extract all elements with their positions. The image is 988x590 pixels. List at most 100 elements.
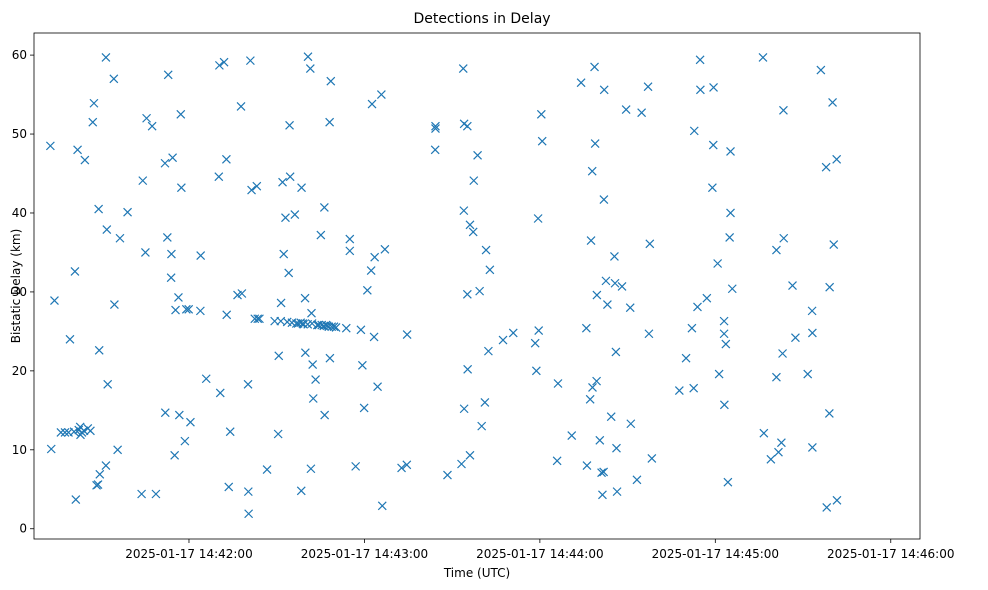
data-point xyxy=(707,183,717,193)
data-point xyxy=(431,121,440,131)
data-point xyxy=(791,333,800,343)
x-tick-label: 2025-01-17 14:42:00 xyxy=(125,547,252,561)
data-point xyxy=(284,268,294,278)
data-point xyxy=(252,181,262,191)
data-point xyxy=(176,183,186,193)
data-point xyxy=(94,204,104,214)
data-point xyxy=(351,461,361,471)
data-point xyxy=(772,372,781,382)
data-point xyxy=(592,290,602,300)
data-point xyxy=(832,154,842,164)
data-point xyxy=(222,310,232,320)
data-point xyxy=(508,328,518,338)
data-point xyxy=(402,460,412,470)
data-point xyxy=(101,461,111,471)
data-point xyxy=(243,379,253,389)
data-point xyxy=(829,240,839,249)
data-point xyxy=(331,323,341,332)
data-point xyxy=(297,183,306,193)
data-point xyxy=(431,124,440,133)
data-point xyxy=(303,52,313,62)
data-point xyxy=(214,172,224,182)
data-point xyxy=(380,244,390,254)
data-point xyxy=(65,334,75,344)
data-point xyxy=(113,445,123,455)
x-tick-label: 2025-01-17 14:45:00 xyxy=(652,547,779,561)
data-point xyxy=(822,502,832,512)
data-point xyxy=(726,208,735,218)
data-point xyxy=(644,329,654,339)
data-point xyxy=(160,158,170,168)
y-axis-label: Bistatic Delay (km) xyxy=(9,229,23,344)
data-point xyxy=(828,98,837,107)
y-tick-label: 0 xyxy=(19,522,27,536)
data-point xyxy=(459,206,469,216)
data-point xyxy=(695,85,705,95)
data-point xyxy=(599,195,609,204)
data-point xyxy=(71,495,81,504)
data-point xyxy=(109,74,119,84)
data-point xyxy=(702,293,712,303)
data-point xyxy=(402,330,412,339)
data-point xyxy=(50,296,59,306)
data-point xyxy=(788,281,797,291)
data-point xyxy=(534,326,544,336)
data-point xyxy=(458,64,468,73)
data-point xyxy=(174,410,184,420)
data-point xyxy=(576,78,586,88)
data-point xyxy=(397,463,406,473)
data-point xyxy=(610,251,619,261)
data-point xyxy=(142,113,152,123)
data-points xyxy=(45,52,842,519)
data-point xyxy=(296,486,306,496)
data-point xyxy=(807,443,817,452)
data-point xyxy=(612,487,622,497)
data-point xyxy=(758,53,768,62)
x-tick-label: 2025-01-17 14:43:00 xyxy=(301,547,428,561)
data-point xyxy=(645,239,655,249)
data-point xyxy=(93,480,103,489)
data-point xyxy=(459,404,469,414)
data-point xyxy=(237,289,247,298)
data-point xyxy=(102,225,112,234)
data-point xyxy=(160,408,170,418)
data-point xyxy=(274,351,284,361)
data-point xyxy=(719,316,729,326)
x-tick-label: 2025-01-17 14:44:00 xyxy=(476,547,603,561)
data-point xyxy=(759,428,769,438)
data-point xyxy=(693,302,702,312)
data-point xyxy=(587,166,597,176)
data-point xyxy=(89,98,99,108)
data-point xyxy=(329,322,339,332)
data-point xyxy=(588,383,597,392)
data-point xyxy=(832,495,842,505)
data-point xyxy=(224,482,234,492)
data-point xyxy=(320,410,330,420)
data-point xyxy=(530,338,540,348)
data-point xyxy=(457,459,466,469)
data-point xyxy=(278,177,287,187)
x-tick-label: 2025-01-17 14:46:00 xyxy=(827,547,954,561)
data-point xyxy=(719,400,729,410)
data-point xyxy=(214,60,224,70)
data-point xyxy=(475,286,485,296)
data-point xyxy=(181,304,191,314)
data-point xyxy=(772,245,781,255)
data-point xyxy=(776,438,786,448)
data-point xyxy=(483,346,493,356)
data-point xyxy=(586,236,596,246)
chart-title: Detections in Delay xyxy=(413,11,550,27)
data-point xyxy=(462,289,472,299)
data-point xyxy=(285,172,295,182)
data-point xyxy=(151,489,161,499)
data-point xyxy=(305,64,315,73)
data-point xyxy=(632,475,642,485)
data-point xyxy=(247,185,256,195)
data-point xyxy=(60,428,70,437)
data-point xyxy=(171,305,180,315)
data-point xyxy=(307,319,317,328)
data-point xyxy=(311,375,321,384)
data-point xyxy=(140,248,150,257)
data-point xyxy=(821,162,831,172)
data-point xyxy=(168,153,178,163)
